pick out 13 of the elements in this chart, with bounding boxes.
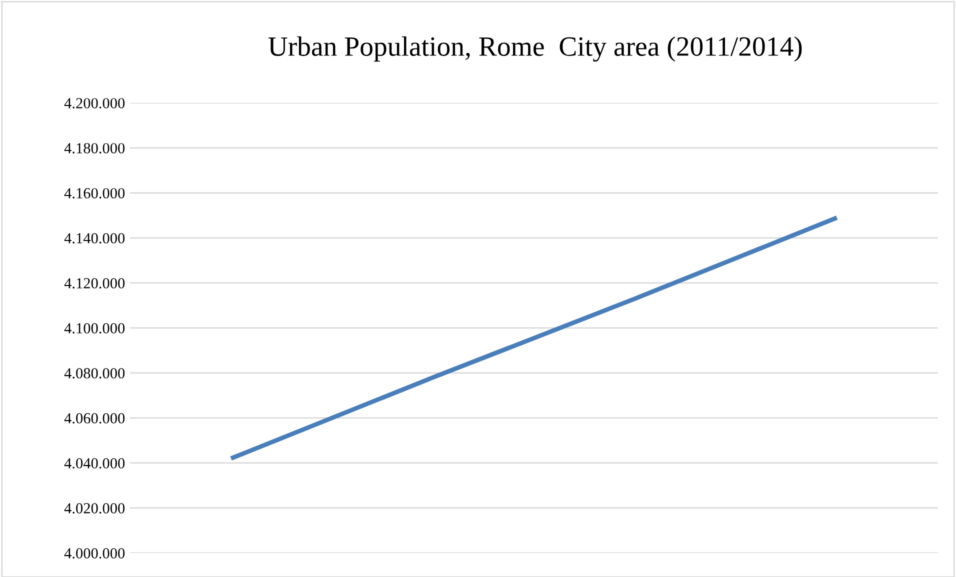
y-tick-label: 4.040.000: [64, 458, 125, 469]
chart-title: Urban Population, Rome City area (2011/2014): [268, 36, 802, 62]
y-tick-label: 4.140.000: [64, 233, 125, 244]
y-tick-label: 4.080.000: [64, 368, 125, 378]
y-tick-label: 4.020.000: [64, 503, 125, 514]
y-tick-label: 4.060.000: [64, 413, 125, 424]
y-tick-label: 4.180.000: [64, 143, 125, 154]
y-tick-label: 4.000.000: [64, 548, 125, 559]
y-tick-label: 4.200.000: [64, 98, 125, 108]
y-tick-label: 4.120.000: [64, 278, 125, 288]
y-tick-label: 4.160.000: [64, 188, 125, 198]
line-series: [228, 215, 840, 461]
y-tick-label: 4.100.000: [64, 323, 125, 334]
